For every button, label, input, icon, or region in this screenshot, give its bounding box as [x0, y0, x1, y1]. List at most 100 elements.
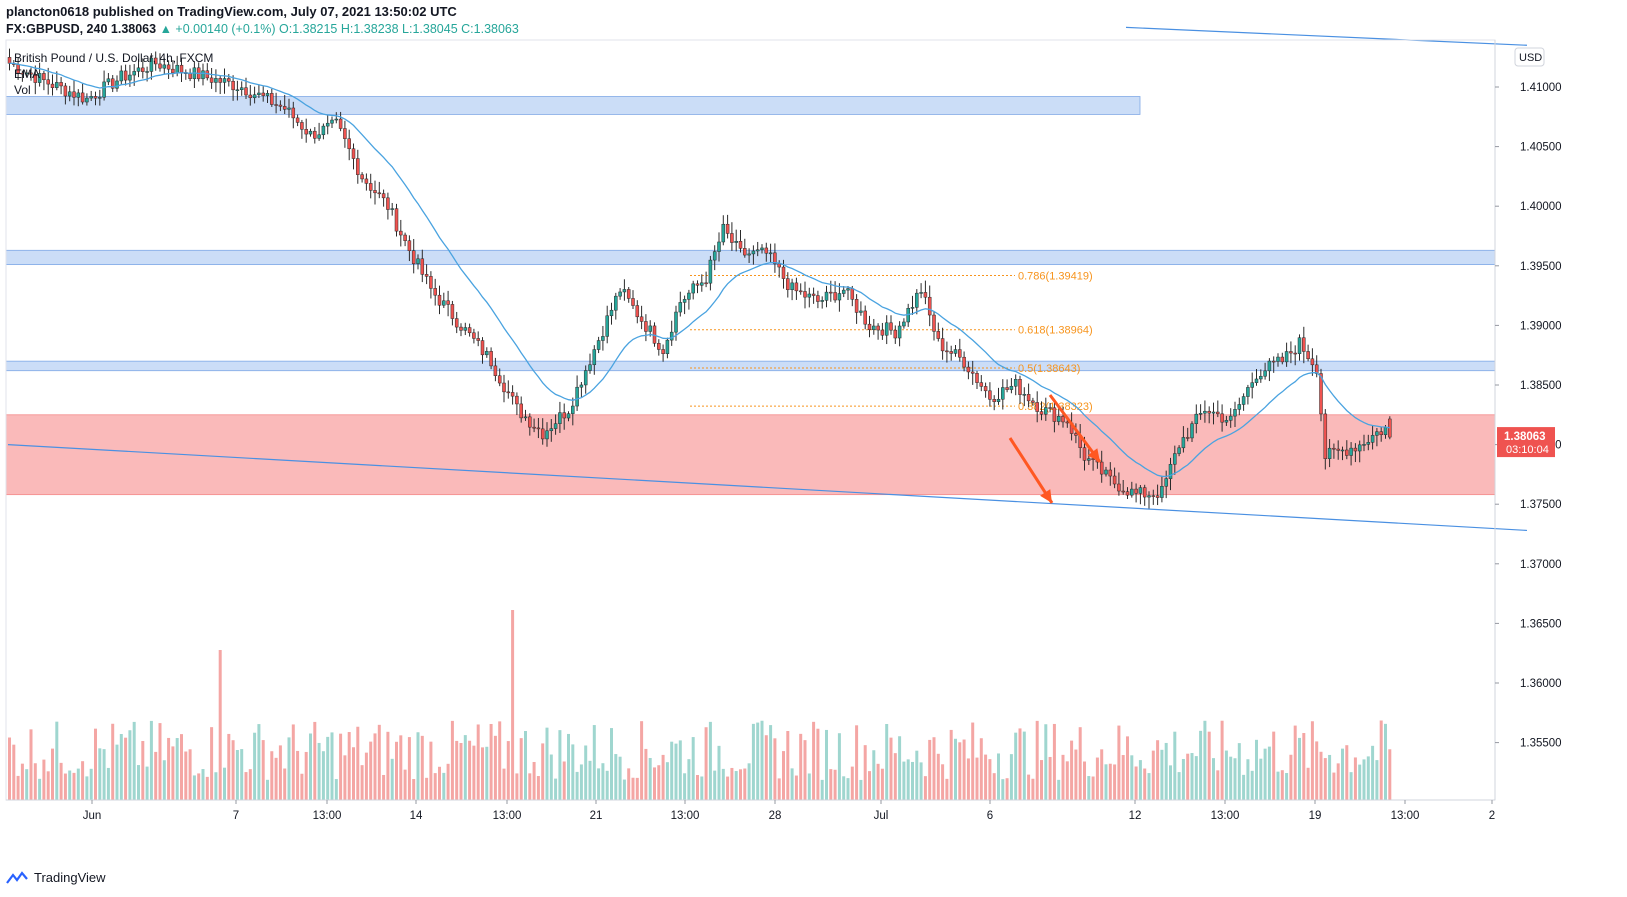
candle-body	[1018, 379, 1022, 395]
candle-body	[596, 340, 601, 350]
volume-bar	[1061, 754, 1065, 800]
volume-bar	[541, 743, 545, 800]
legend-vol[interactable]: Vol	[14, 83, 31, 97]
volume-bar	[438, 766, 441, 800]
candle-body	[1211, 411, 1216, 414]
candle-body	[50, 83, 55, 88]
candle-body	[876, 325, 880, 331]
volume-bar	[201, 769, 205, 800]
y-tick-label: 1.41000	[1520, 82, 1562, 94]
volume-bar	[868, 771, 871, 800]
volume-bar	[12, 744, 16, 800]
volume-bar	[1280, 770, 1284, 800]
candle-body	[798, 290, 803, 293]
volume-bar	[1057, 779, 1061, 800]
volume-bar	[89, 768, 93, 800]
volume-bar	[721, 768, 725, 800]
y-tick-label: 1.36000	[1520, 678, 1562, 690]
volume-bar	[46, 771, 50, 800]
candle-body	[1099, 461, 1104, 475]
zone-resistance-0	[5, 96, 1141, 115]
volume-bar	[29, 729, 33, 800]
legend-title[interactable]: British Pound / U.S. Dollar, 4h, FXCM	[14, 51, 214, 65]
volume-bar	[807, 773, 811, 800]
volume-bar	[1384, 723, 1387, 800]
candle-body	[528, 416, 532, 428]
x-tick-label: 13:00	[493, 810, 522, 822]
candle-body	[368, 183, 373, 191]
candle-body	[420, 258, 425, 275]
x-tick-label: 13:00	[671, 810, 700, 822]
candle-body	[614, 295, 618, 311]
volume-bar	[730, 767, 734, 800]
volume-bar	[971, 722, 975, 800]
candle-body	[1185, 437, 1190, 439]
volume-bar	[98, 748, 102, 800]
candle-body	[674, 311, 678, 333]
volume-bar	[1035, 720, 1039, 800]
volume-bar	[549, 754, 553, 800]
candle-body	[1280, 356, 1285, 363]
volume-bar	[1138, 760, 1142, 800]
volume-bar	[592, 725, 596, 800]
currency-badge[interactable]	[1514, 47, 1545, 67]
volume-bar	[283, 768, 287, 800]
candle-body	[760, 247, 764, 251]
candle-body	[231, 80, 235, 91]
volume-bar	[898, 736, 902, 800]
volume-bar	[833, 769, 837, 800]
candle-body	[588, 364, 592, 371]
legend-ema[interactable]: EMA	[14, 67, 41, 81]
volume-bar	[902, 761, 906, 800]
volume-bar	[489, 723, 493, 800]
candle-body	[158, 63, 162, 69]
volume-bar	[493, 735, 497, 800]
volume-bar	[932, 737, 936, 800]
candle-body	[188, 73, 192, 79]
candle-body	[1117, 483, 1121, 492]
candle-body	[1336, 448, 1340, 451]
volume-bar	[16, 775, 20, 800]
volume-bar	[304, 751, 308, 800]
candle-body	[351, 148, 356, 159]
candle-body	[489, 351, 493, 367]
volume-bar	[713, 770, 717, 800]
y-tick-label: 1.36500	[1520, 618, 1562, 630]
volume-bar	[1255, 739, 1258, 800]
candle-body	[841, 289, 846, 294]
candle-body	[1121, 490, 1125, 493]
volume-bar	[20, 763, 24, 800]
volume-bar	[502, 768, 506, 800]
candle-body	[209, 77, 214, 83]
candle-body	[476, 338, 480, 341]
footer-brand[interactable]: TradingView	[6, 870, 106, 885]
volume-bar	[1147, 773, 1151, 800]
volume-bar	[567, 733, 570, 800]
trendline-layer	[7, 26, 1528, 532]
volume-bar	[794, 775, 798, 800]
candle-body	[497, 375, 502, 384]
volume-bar	[1143, 768, 1147, 800]
volume-bar	[287, 737, 291, 800]
volume-bar	[1272, 731, 1276, 800]
candle-body	[1177, 447, 1181, 454]
bar-countdown: 03:10:04	[1506, 444, 1549, 456]
candle-body	[1155, 495, 1160, 498]
candle-body	[940, 338, 945, 352]
candle-body	[519, 403, 523, 419]
candle-body	[1220, 413, 1224, 423]
volume-bar	[1379, 720, 1383, 800]
candle-body	[291, 107, 296, 119]
volume-bar	[889, 737, 893, 800]
volume-bar	[777, 778, 781, 800]
candle-body	[1237, 404, 1242, 410]
candle-body	[958, 349, 962, 358]
candle-body	[575, 386, 579, 407]
candle-body	[411, 250, 416, 264]
candle-body	[429, 276, 433, 289]
candle-body	[970, 371, 975, 374]
volume-bar	[1130, 755, 1134, 800]
candle-body	[424, 274, 429, 277]
candle-body	[166, 64, 171, 70]
